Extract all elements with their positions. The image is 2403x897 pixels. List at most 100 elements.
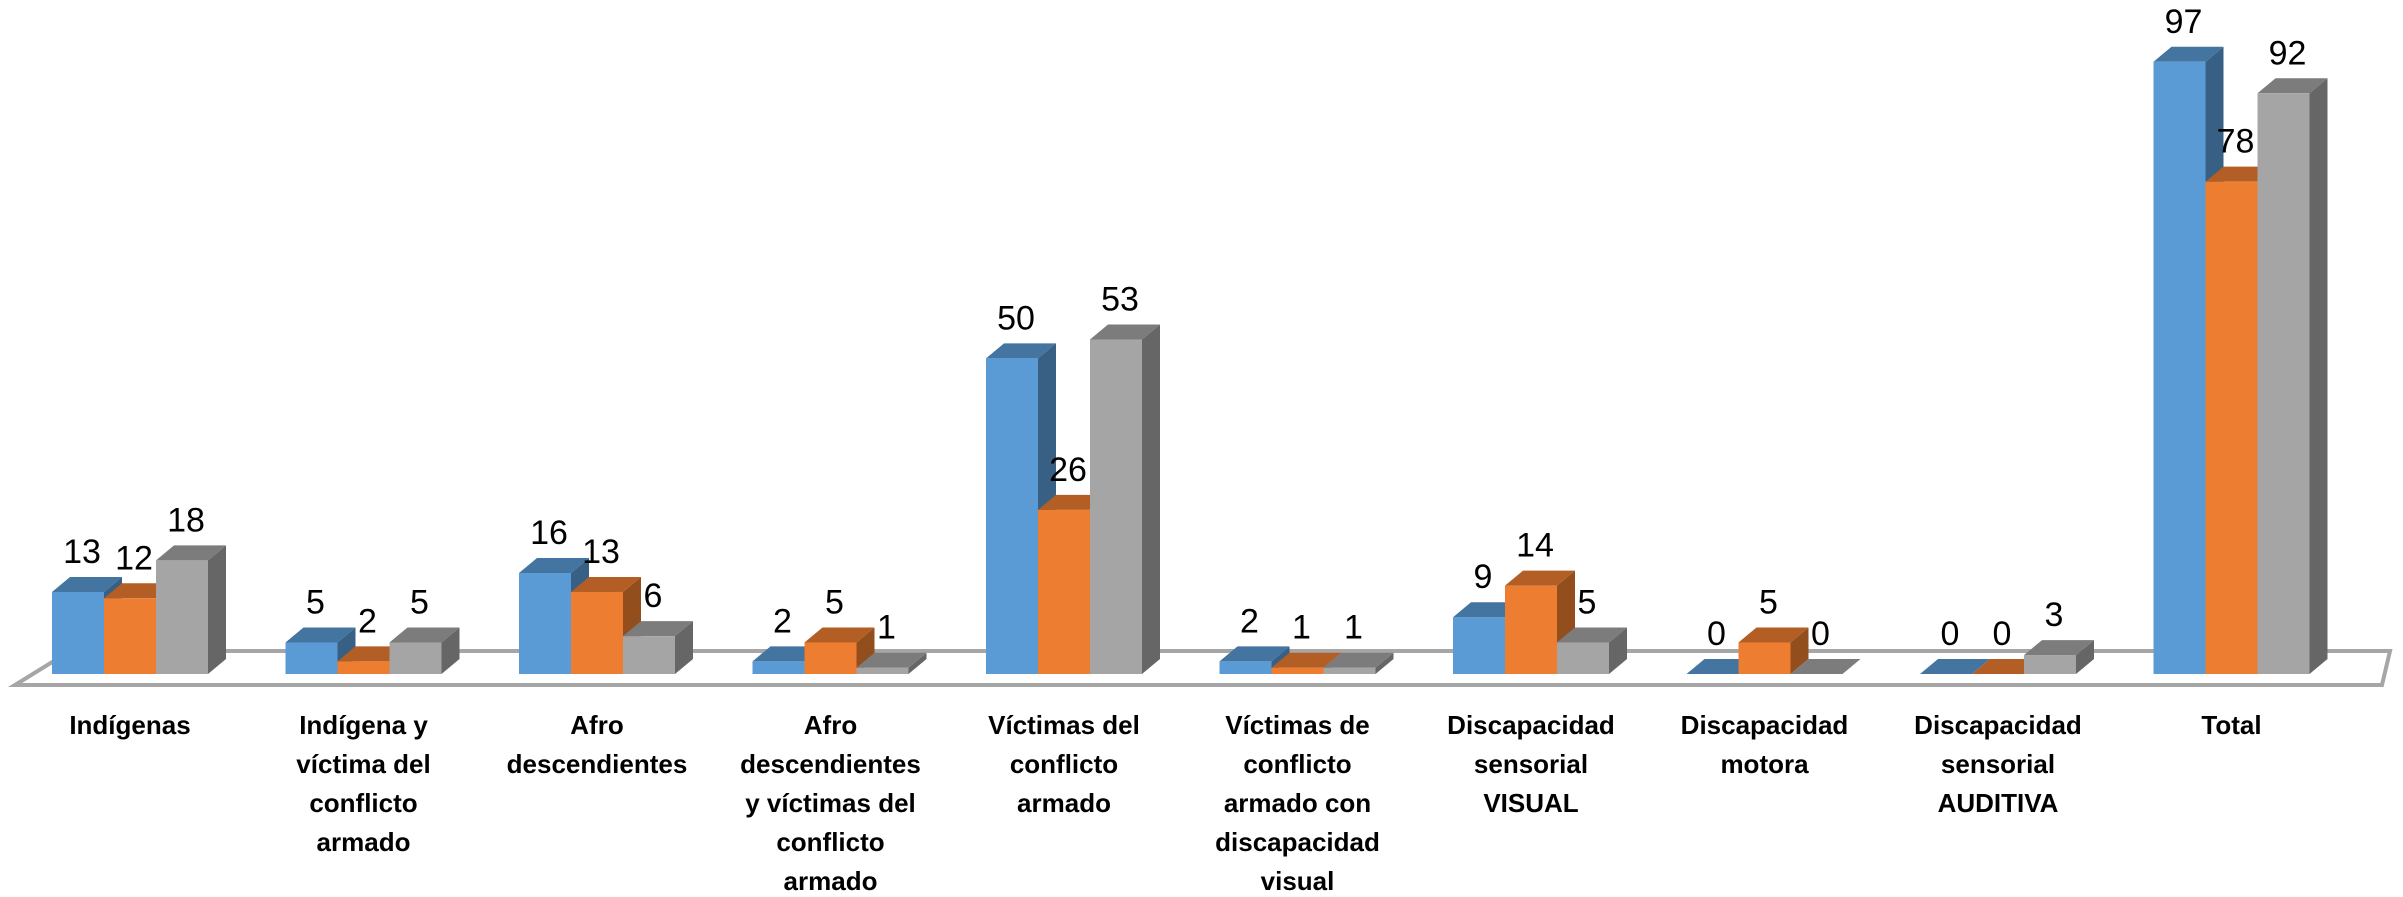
bar-side <box>441 627 460 674</box>
data-label: 26 <box>1049 451 1087 489</box>
bar <box>1038 509 1090 674</box>
data-label: 0 <box>1707 615 1726 653</box>
bar <box>156 560 208 674</box>
bar-side <box>1609 627 1627 674</box>
x-tick-label: Víctimas del conflicto armado <box>988 710 1140 818</box>
bar-top <box>623 621 693 637</box>
bar-top <box>571 576 641 592</box>
data-label: 18 <box>167 501 205 539</box>
bar <box>2024 655 2076 674</box>
bar <box>337 661 390 674</box>
bar-side <box>1790 627 1809 674</box>
bar-top <box>285 627 356 643</box>
bar-top <box>52 576 122 592</box>
bar <box>804 642 857 674</box>
x-tick-label: Víctimas de conflicto armado con discapa… <box>1215 710 1380 896</box>
data-label: 9 <box>1474 558 1493 596</box>
data-label: 16 <box>530 514 568 552</box>
bar <box>623 636 675 674</box>
bar-top <box>804 627 875 643</box>
x-tick-label: Afro descendientes <box>506 710 688 779</box>
data-label: 2 <box>1240 602 1259 640</box>
bar-top <box>1790 659 1861 674</box>
bar-top <box>156 545 226 561</box>
bar-top <box>1505 570 1575 586</box>
data-label: 5 <box>1759 583 1778 621</box>
data-label: 3 <box>2045 596 2064 634</box>
x-tick-label: Indígenas <box>69 710 191 740</box>
x-tick-label: Discapacidad sensorial AUDITIVA <box>1914 710 2082 818</box>
bar-side <box>2309 78 2328 674</box>
bar-side <box>2076 640 2094 674</box>
data-label: 5 <box>825 583 844 621</box>
bar <box>856 667 909 674</box>
data-label: 1 <box>1344 609 1363 647</box>
data-label: 1 <box>1292 609 1311 647</box>
data-label: 97 <box>2165 3 2203 41</box>
bar <box>285 642 338 674</box>
bar <box>986 358 1038 674</box>
bar-top <box>389 627 460 643</box>
bar-top <box>1271 652 1342 668</box>
x-tick-label: Discapacidad motora <box>1680 710 1849 779</box>
bar-top <box>986 343 1056 359</box>
data-label: 5 <box>410 583 429 621</box>
bar-top <box>1090 324 1160 340</box>
bar <box>104 598 156 674</box>
x-tick-label: Total <box>2201 710 2262 740</box>
bar <box>1738 642 1791 674</box>
bar <box>571 591 623 674</box>
data-label: 2 <box>358 602 377 640</box>
bar-side <box>908 652 927 674</box>
data-label: 12 <box>115 539 153 577</box>
bar-top <box>2257 78 2328 94</box>
bar-top <box>1738 627 1809 643</box>
bar-top <box>1920 659 1990 674</box>
bar-side <box>208 545 226 674</box>
bar-top <box>2153 46 2224 62</box>
data-label: 1 <box>877 609 896 647</box>
data-label: 0 <box>1993 615 2012 653</box>
data-label: 78 <box>2217 123 2255 161</box>
bar <box>1271 667 1324 674</box>
data-label: 5 <box>1578 583 1597 621</box>
bar-top <box>1219 646 1290 662</box>
bar-top <box>519 558 589 574</box>
bar-top <box>1557 627 1627 643</box>
bar <box>2205 181 2258 674</box>
bar <box>1219 661 1272 674</box>
bar <box>52 591 104 674</box>
bar-top <box>1323 652 1394 668</box>
bar <box>389 642 442 674</box>
x-tick-label: Indígena y víctima del conflicto armado <box>296 710 431 857</box>
data-label: 0 <box>1811 615 1830 653</box>
bar-side <box>1375 652 1394 674</box>
bar <box>2257 93 2310 674</box>
bar <box>1323 667 1376 674</box>
data-label: 92 <box>2269 34 2307 72</box>
data-label: 53 <box>1101 280 1139 318</box>
bar-top <box>856 652 927 668</box>
bar-side <box>1142 324 1160 674</box>
x-tick-label: Afro descendientes y víctimas del confli… <box>740 710 921 896</box>
data-label: 6 <box>644 577 663 615</box>
bar <box>1090 339 1142 674</box>
data-label: 50 <box>997 299 1035 337</box>
bar <box>1453 617 1505 674</box>
bar-side <box>675 621 693 674</box>
bar <box>519 573 571 674</box>
data-label: 13 <box>582 533 620 571</box>
bar <box>2153 61 2206 674</box>
data-label: 14 <box>1516 527 1554 565</box>
data-label: 2 <box>773 602 792 640</box>
bar <box>752 661 805 674</box>
data-label: 5 <box>306 583 325 621</box>
bar <box>1557 642 1609 674</box>
x-tick-label: Discapacidad sensorial VISUAL <box>1447 710 1615 818</box>
bar-top <box>2024 640 2094 656</box>
data-label: 0 <box>1941 615 1960 653</box>
bar <box>1505 585 1557 674</box>
data-label: 13 <box>63 533 101 571</box>
